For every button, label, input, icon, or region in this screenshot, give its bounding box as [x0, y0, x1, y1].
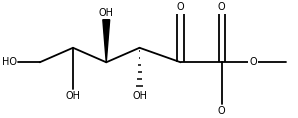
Text: O: O — [177, 2, 184, 12]
Text: OH: OH — [99, 8, 114, 18]
Text: OH: OH — [132, 91, 147, 101]
Text: HO: HO — [2, 57, 17, 67]
Polygon shape — [103, 20, 110, 62]
Text: O: O — [249, 57, 257, 67]
Text: O: O — [218, 2, 226, 12]
Text: OH: OH — [66, 91, 80, 101]
Text: O: O — [218, 106, 226, 116]
